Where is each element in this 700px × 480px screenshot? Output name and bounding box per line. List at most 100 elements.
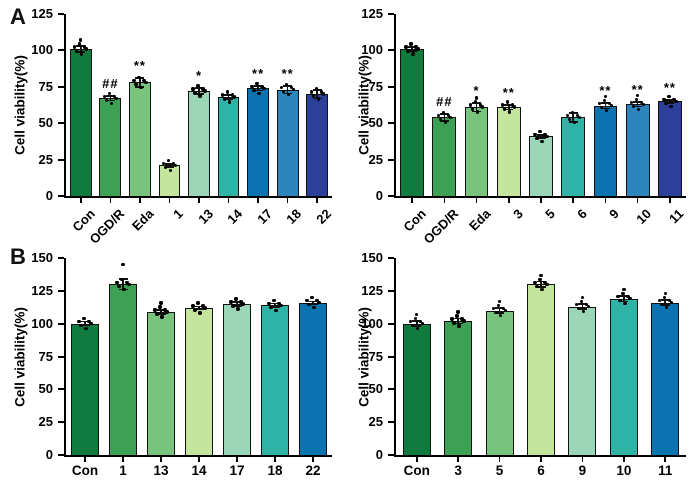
data-point — [203, 89, 207, 93]
data-point — [419, 319, 423, 324]
x-tick — [636, 198, 639, 203]
data-point — [114, 96, 119, 101]
error-bar — [540, 281, 542, 287]
data-point — [450, 317, 454, 321]
y-tick-label: 125 — [361, 282, 383, 298]
data-point — [462, 319, 466, 323]
chart-a-right: Cell viability(%) 0 25 50 75 100 125 Con ## OGD/R… — [350, 0, 700, 247]
x-tick — [664, 457, 667, 462]
bar-22 — [299, 302, 327, 455]
error-bar — [540, 134, 542, 138]
data-point — [674, 99, 678, 104]
chart-b-left: Cell viability(%) 0 25 50 75 100 125 150 Con 1 13 1… — [0, 240, 350, 480]
data-point — [415, 312, 419, 317]
panel-label-b: B — [10, 244, 26, 269]
x-tick-label: 18 — [283, 206, 305, 227]
bar-17 — [223, 303, 251, 455]
error-bar-cap-top — [270, 302, 280, 305]
data-point — [107, 91, 112, 96]
y-tick-label: 0 — [45, 188, 53, 203]
error-bar — [168, 163, 171, 167]
error-bar-cap-top — [504, 104, 514, 106]
x-tick-label: 22 — [313, 206, 334, 227]
y-tick-label: 50 — [38, 115, 53, 131]
data-point — [78, 42, 82, 46]
x-tick-label: 18 — [267, 463, 283, 478]
error-bar-cap-top — [600, 102, 610, 104]
data-point — [406, 49, 410, 53]
error-bar — [415, 321, 418, 327]
error-bar-cap-top — [224, 94, 234, 96]
x-tick-label: Con — [71, 463, 99, 478]
data-point — [468, 103, 473, 107]
error-bar-cap-top — [633, 101, 643, 103]
y-tick — [388, 195, 394, 197]
data-point — [277, 301, 281, 305]
error-bar — [507, 105, 510, 110]
data-point — [622, 288, 626, 292]
data-point — [291, 88, 296, 92]
error-bar — [572, 113, 575, 122]
data-point — [470, 107, 475, 111]
data-point — [163, 165, 168, 170]
data-point — [279, 303, 283, 307]
error-bar — [109, 96, 112, 101]
data-point — [309, 90, 313, 94]
bar-11 — [657, 101, 682, 196]
error-bar — [84, 321, 86, 326]
y-tick-label: 25 — [38, 414, 53, 430]
data-point — [475, 110, 480, 114]
chart-a-left: Cell viability(%) 0 25 50 75 100 125 Con ## OGD/R… — [0, 0, 350, 247]
x-tick-label: 5 — [495, 463, 504, 478]
y-tick-label: 50 — [38, 381, 53, 397]
data-point — [535, 136, 539, 140]
data-point — [112, 94, 117, 99]
y-tick — [388, 421, 394, 424]
y-tick-label: 50 — [368, 381, 383, 397]
significance-label: ** — [281, 66, 294, 82]
data-point — [196, 84, 200, 88]
y-tick — [58, 85, 64, 88]
error-bar — [122, 279, 124, 290]
bar-10 — [625, 104, 650, 196]
y-tick-label: 25 — [368, 414, 383, 430]
data-point — [448, 115, 453, 120]
error-bar-cap-bottom — [660, 304, 670, 307]
error-bar — [636, 102, 639, 107]
data-point — [139, 85, 143, 90]
x-tick-label: 6 — [537, 463, 545, 478]
error-bar-cap-bottom — [232, 305, 242, 307]
data-point — [191, 304, 195, 308]
bar-18 — [276, 89, 299, 196]
x-tick — [498, 457, 501, 462]
error-bar-cap-top — [660, 299, 670, 301]
data-point — [158, 305, 162, 309]
y-tick-label: 25 — [368, 151, 383, 167]
error-bar-cap-top — [536, 280, 546, 283]
data-point — [75, 49, 79, 53]
significance-label: ** — [631, 82, 644, 98]
data-point — [241, 302, 245, 306]
data-point — [171, 161, 176, 166]
data-point — [609, 104, 614, 108]
data-point — [538, 277, 542, 281]
y-tick — [388, 122, 394, 125]
data-point — [636, 107, 641, 111]
y-tick — [58, 49, 64, 52]
error-bar-cap-top — [495, 307, 505, 309]
error-bar-cap-bottom — [80, 324, 90, 327]
data-point — [416, 47, 420, 51]
data-point — [305, 298, 309, 303]
data-point — [203, 306, 207, 310]
y-tick — [58, 289, 64, 292]
data-point — [604, 109, 609, 113]
error-bar-cap-top — [80, 320, 90, 323]
error-bar-cap-top — [536, 134, 546, 136]
data-point — [539, 273, 543, 277]
data-point — [191, 87, 195, 91]
error-bar-cap-bottom — [504, 108, 514, 111]
data-point — [127, 282, 131, 286]
error-bar — [227, 94, 230, 100]
bar-5 — [485, 310, 514, 455]
data-point — [501, 306, 506, 311]
